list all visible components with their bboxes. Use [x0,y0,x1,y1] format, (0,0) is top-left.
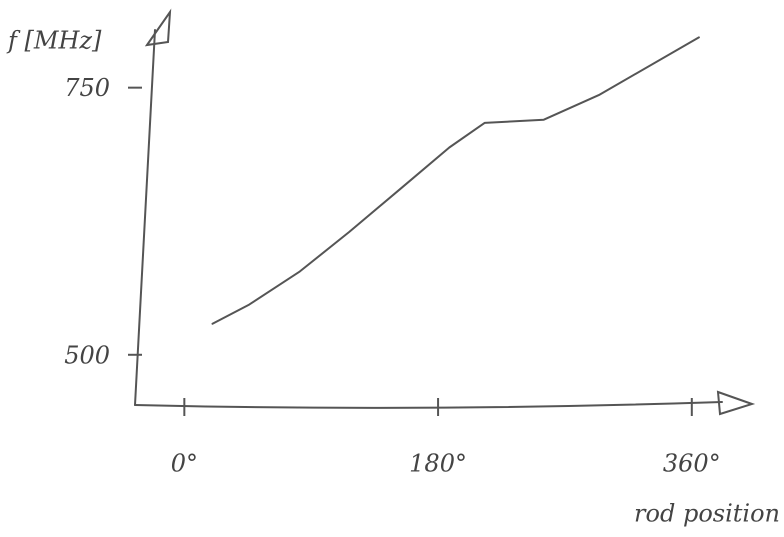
x-tick-label: 180° [409,450,467,478]
x-axis [135,402,722,408]
x-axis-title: rod position [634,500,780,528]
y-axis-arrow [147,12,170,45]
x-tick-label: 360° [663,450,721,478]
y-axis-title: f [MHz] [6,27,102,55]
chart: f [MHz] rod position 500 750 0° 180° 360° [0,0,784,537]
y-axis [135,30,155,405]
y-tick-label: 750 [64,74,110,102]
y-tick-label: 500 [64,341,110,369]
data-line [213,37,699,323]
x-tick-label: 0° [171,450,198,478]
x-axis-arrow [718,392,752,414]
